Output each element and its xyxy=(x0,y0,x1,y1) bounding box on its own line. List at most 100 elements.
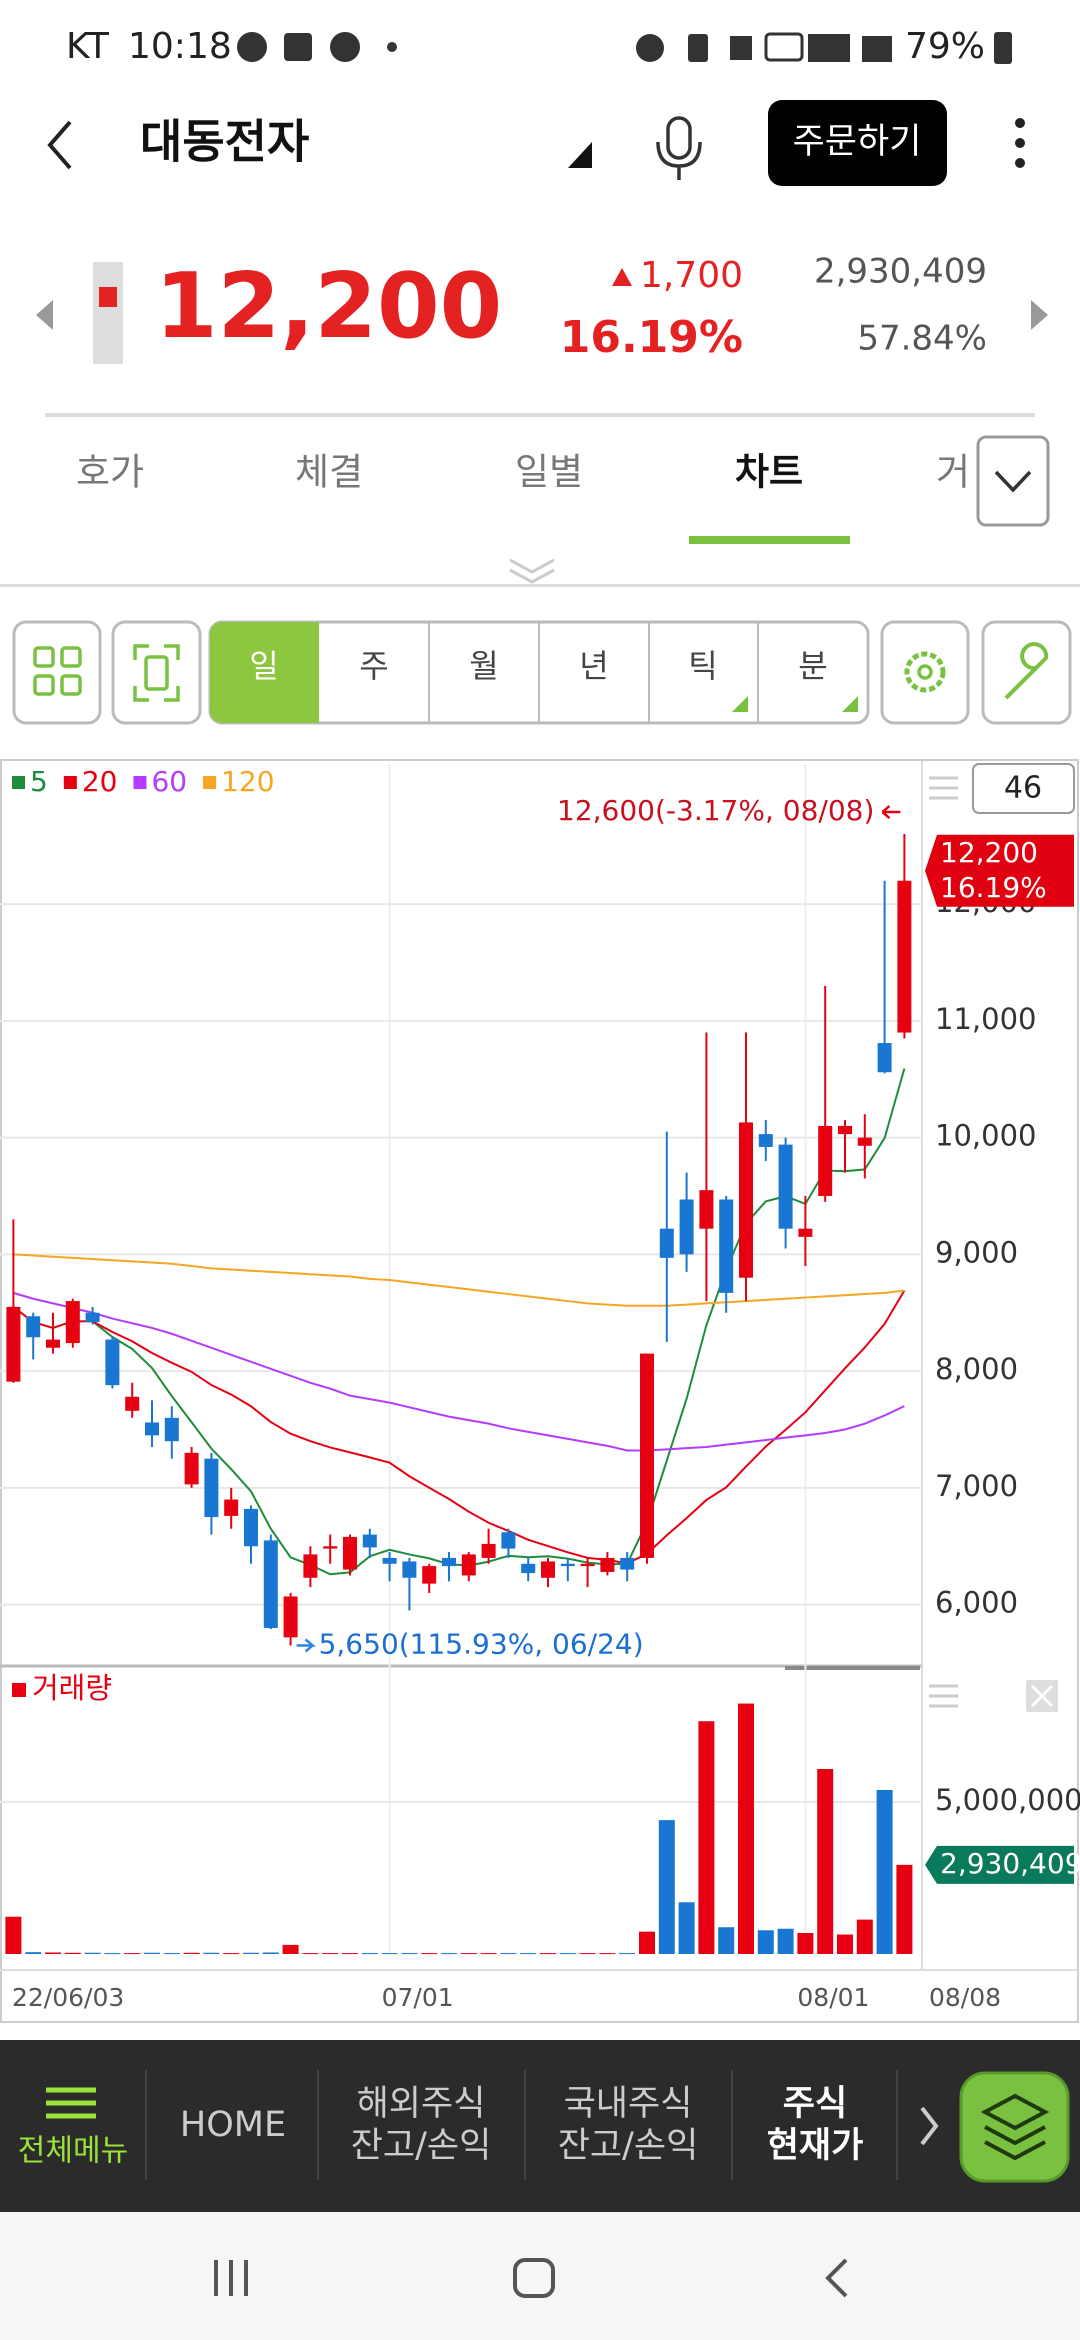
x-tick-label: 08/01 xyxy=(797,1983,869,2012)
nav-item-active[interactable]: 현재가 xyxy=(767,2126,864,2166)
recents-button[interactable] xyxy=(214,2260,248,2296)
last-volume: 2,930,409 xyxy=(940,1847,1080,1880)
nav-item[interactable]: 국내주식 xyxy=(564,2084,693,2124)
volume-menu-icon[interactable] xyxy=(929,1684,958,1708)
candle-body xyxy=(65,1301,80,1344)
candle-body xyxy=(145,1422,159,1436)
ma-line xyxy=(13,1291,905,1452)
candle-body xyxy=(343,1536,357,1570)
price-change: 1,700 xyxy=(640,255,743,296)
volume-bar xyxy=(282,1944,299,1954)
settings-button[interactable] xyxy=(880,620,970,725)
period-option[interactable]: 일 xyxy=(249,647,278,685)
candle-body xyxy=(105,1339,120,1386)
candle-count: 46 xyxy=(1004,771,1042,806)
menu-icon[interactable] xyxy=(46,2087,96,2119)
low-arrow xyxy=(296,1638,316,1653)
prev-stock[interactable] xyxy=(36,300,53,330)
nav-item-active[interactable]: 주식 xyxy=(783,2084,847,2124)
period-option[interactable]: 월 xyxy=(469,647,498,685)
menu-label[interactable]: 전체메뉴 xyxy=(18,2134,128,2169)
tab[interactable]: 체결 xyxy=(295,451,363,494)
volume-bar xyxy=(421,1953,438,1955)
candle-body xyxy=(125,1396,140,1411)
tab-active[interactable]: 차트 xyxy=(735,451,803,494)
nav-scroll[interactable] xyxy=(920,2106,939,2146)
home-button[interactable] xyxy=(513,2258,555,2298)
chart-menu-icon[interactable] xyxy=(929,776,958,800)
volume-bar xyxy=(777,1928,794,1954)
collapse-handle[interactable] xyxy=(509,558,555,574)
y-tick-label: 9,000 xyxy=(935,1235,1018,1269)
candle-body xyxy=(600,1557,615,1572)
candle-body xyxy=(620,1557,635,1570)
candle-body xyxy=(877,1043,892,1073)
period-option[interactable]: 분 xyxy=(798,647,827,685)
volume-bar xyxy=(520,1953,537,1955)
tab[interactable]: 일별 xyxy=(515,451,583,494)
volume-bar xyxy=(797,1933,814,1954)
volume-bar xyxy=(698,1721,715,1954)
candle-body xyxy=(323,1546,338,1549)
y-tick-label: 7,000 xyxy=(935,1469,1018,1503)
tab-indicator xyxy=(689,536,850,544)
fullscreen-button[interactable] xyxy=(111,620,202,725)
candle-body xyxy=(164,1417,179,1442)
volume-bar xyxy=(144,1952,160,1954)
x-tick-label: 22/06/03 xyxy=(12,1983,124,2012)
candle-body xyxy=(739,1122,753,1278)
volume-bar xyxy=(203,1952,220,1954)
voice-search[interactable] xyxy=(656,116,702,180)
nav-item[interactable]: 잔고/손익 xyxy=(558,2126,699,2166)
volume-bar xyxy=(876,1789,893,1954)
submenu-marker xyxy=(732,696,748,712)
nav-item[interactable]: 잔고/손익 xyxy=(351,2126,492,2166)
collapse-handle xyxy=(509,568,555,584)
volume-bar xyxy=(460,1953,477,1955)
candle-count-box[interactable] xyxy=(972,763,1075,814)
volume-bar xyxy=(856,1919,873,1954)
volume-bar xyxy=(243,1952,259,1954)
nav-item[interactable]: 해외주식 xyxy=(357,2084,486,2124)
period-option[interactable]: 틱 xyxy=(688,647,717,685)
volume-bar xyxy=(104,1953,121,1955)
next-stock[interactable] xyxy=(1031,300,1048,330)
nav-item[interactable]: HOME xyxy=(180,2105,286,2145)
plot: 22/06/03 07/01 08/01 08/08 6,000 7,000 8,000 9,… xyxy=(0,764,1080,2012)
tab-expand[interactable] xyxy=(976,435,1050,527)
volume-bar xyxy=(361,1953,378,1955)
candle-body xyxy=(818,1125,833,1196)
candle-body xyxy=(362,1534,377,1548)
volume-bar xyxy=(322,1953,339,1955)
tab-expand-icon xyxy=(994,470,1032,493)
more-menu[interactable] xyxy=(1015,118,1025,168)
candle-body xyxy=(719,1199,734,1293)
volume-legend-swatch xyxy=(12,1683,26,1697)
candle-body xyxy=(303,1554,318,1578)
period-option[interactable]: 년 xyxy=(579,647,608,685)
period-option[interactable]: 주 xyxy=(359,647,388,685)
y-tick-label: 6,000 xyxy=(935,1586,1018,1620)
high-annotation: 12,600(-3.17%, 08/08) xyxy=(557,794,874,827)
x-tick-label: 07/01 xyxy=(382,1983,454,2012)
back-button[interactable] xyxy=(47,120,72,170)
system-back-button[interactable] xyxy=(825,2258,848,2298)
carrier: KT xyxy=(66,26,110,67)
candle-body xyxy=(758,1134,773,1147)
candle-body xyxy=(857,1137,872,1146)
y-tick-label: 10,000 xyxy=(935,1119,1036,1153)
candle-body xyxy=(204,1458,219,1518)
legend-swatch xyxy=(133,776,147,789)
candle-body xyxy=(244,1508,258,1547)
volume-bar xyxy=(262,1952,279,1954)
tools-button[interactable] xyxy=(981,620,1072,725)
tab[interactable]: 호가 xyxy=(76,451,144,494)
layout-button[interactable] xyxy=(12,620,102,725)
tab[interactable]: 거 xyxy=(936,451,970,494)
y-tick-label: 5,000,000 xyxy=(935,1783,1080,1817)
candle-body xyxy=(541,1561,555,1578)
stock-dropdown[interactable] xyxy=(568,142,592,168)
order-button[interactable] xyxy=(768,100,947,186)
candle-body xyxy=(798,1228,813,1237)
